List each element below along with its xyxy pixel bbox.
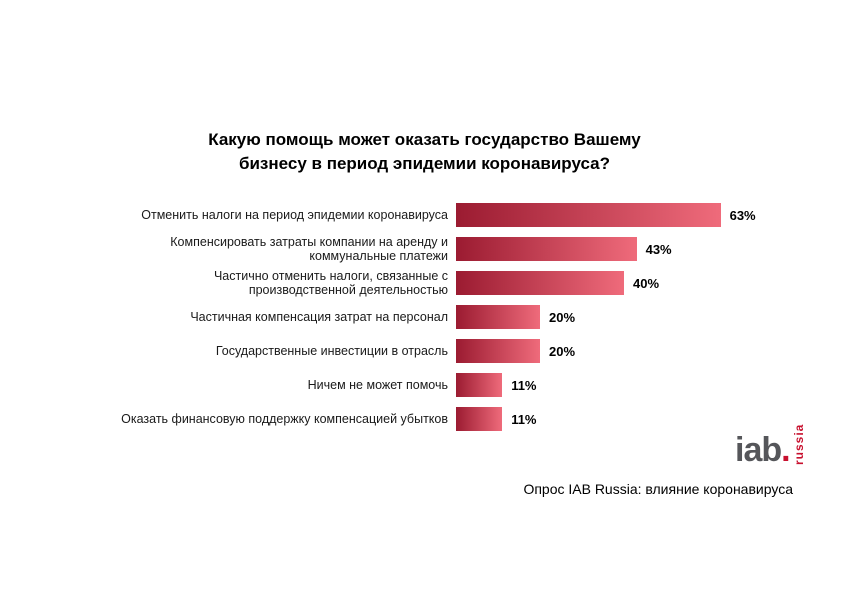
bar-row: Частично отменить налоги, связанные с пр… [118,266,818,300]
category-label: Частичная компенсация затрат на персонал [190,310,448,324]
bar-chart: Отменить налоги на период эпидемии корон… [118,198,818,436]
bar-row: Отменить налоги на период эпидемии корон… [118,198,818,232]
bar-value-label: 20% [549,309,576,325]
bar-area: 11% [456,407,537,431]
bar-area: 11% [456,373,537,397]
bar-value-label: 63% [729,207,756,223]
bar-value-label: 11% [511,377,537,393]
bar [456,237,637,261]
chart-title: Какую помощь может оказать государство В… [0,128,849,176]
category-label: Ничем не может помочь [307,378,448,392]
bar-area: 43% [456,237,672,261]
category-label: Оказать финансовую поддержку компенсацие… [121,412,448,426]
iab-russia-logo: iab. russia [735,413,806,467]
bar-value-label: 43% [645,241,672,257]
category-label: Государственные инвестиции в отрасль [215,344,448,358]
logo-russia-vertical-text: russia [791,423,806,465]
bar-value-label: 40% [633,275,660,291]
bar-row: Ничем не может помочь 11% [118,368,818,402]
source-caption: Опрос IAB Russia: влияние коронавируса [523,481,793,497]
chart-title-text: Какую помощь может оказать государство В… [208,130,641,173]
logo-iab-letters: iab [735,431,782,469]
bar-area: 40% [456,271,659,295]
bar-area: 63% [456,203,756,227]
bar [456,203,721,227]
logo-red-dot: . [781,431,791,469]
bar [456,305,540,329]
bar-area: 20% [456,339,575,363]
bar-row: Государственные инвестиции в отрасль 20% [118,334,818,368]
bar [456,271,624,295]
bar [456,407,503,431]
bar [456,373,503,397]
bar-row: Компенсировать затраты компании на аренд… [118,232,818,266]
bar-area: 20% [456,305,575,329]
bar-row: Частичная компенсация затрат на персонал… [118,300,818,334]
logo-iab-text: iab. [735,433,791,467]
bar [456,339,540,363]
category-label: Отменить налоги на период эпидемии корон… [141,208,448,222]
bar-value-label: 20% [549,343,576,359]
bar-value-label: 11% [511,411,537,427]
category-label: Частично отменить налоги, связанные с пр… [213,269,448,297]
bar-row: Оказать финансовую поддержку компенсацие… [118,402,818,436]
category-label: Компенсировать затраты компании на аренд… [170,235,448,263]
